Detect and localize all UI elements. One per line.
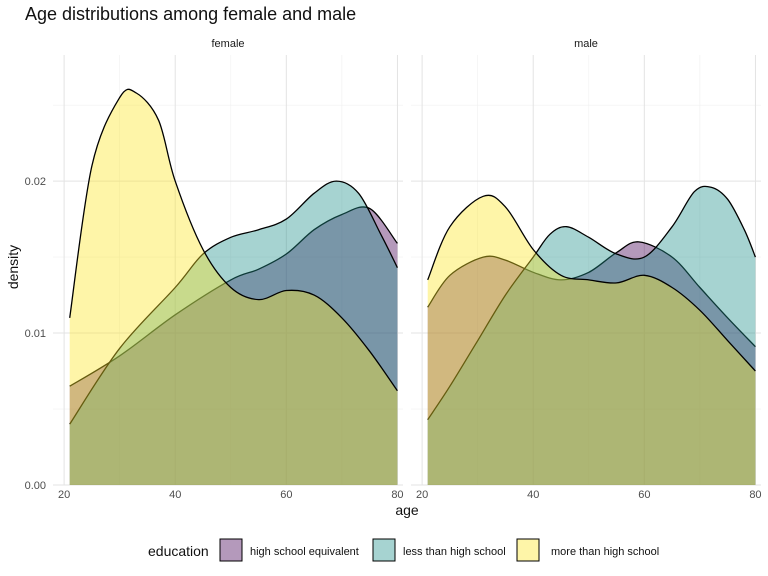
density-line-more-than-high-school <box>69 88 398 392</box>
x-tick-label: 40 <box>527 489 539 501</box>
density-line-less-than-high-school <box>427 185 757 421</box>
y-tick-label: 0.02 <box>25 176 46 188</box>
density-area-more-than-high-school <box>69 89 398 485</box>
density-area-more-than-high-school <box>427 195 756 485</box>
legend-label: high school equivalent <box>250 546 359 558</box>
strip-label: female <box>211 38 244 50</box>
legend-item-more-than-high-school: more than high school <box>516 538 659 562</box>
legend-item-less-than-high-school: less than high school <box>372 538 506 562</box>
legend-swatch <box>372 538 396 562</box>
density-area-less-than-high-school <box>427 186 756 485</box>
x-tick-label: 20 <box>58 489 70 501</box>
density-line-high-school-equivalent <box>427 241 756 348</box>
y-tick-label: 0.01 <box>25 328 46 340</box>
legend-item-high-school-equivalent: high school equivalent <box>219 538 359 562</box>
density-area-high-school-equivalent <box>69 206 398 485</box>
strip-label: male <box>574 38 598 50</box>
legend-label: less than high school <box>403 546 506 558</box>
legend: education high school equivalent less tha… <box>148 538 659 562</box>
density-line-less-than-high-school <box>69 180 398 425</box>
x-tick-label: 80 <box>391 489 403 501</box>
x-axis-title: age <box>395 502 419 518</box>
legend-label: more than high school <box>551 546 659 558</box>
y-tick-label: 0.00 <box>25 480 46 492</box>
density-line-more-than-high-school <box>427 194 756 372</box>
legend-swatch <box>219 538 243 562</box>
panel-male: male 20 40 60 80 <box>411 38 762 501</box>
x-tick-label: 80 <box>749 489 761 501</box>
legend-swatch <box>516 538 540 562</box>
chart-title: Age distributions among female and male <box>25 4 356 24</box>
density-area-less-than-high-school <box>69 181 398 485</box>
density-area-high-school-equivalent <box>427 241 756 485</box>
legend-title: education <box>148 543 209 559</box>
density-line-high-school-equivalent <box>69 206 398 387</box>
x-tick-label: 60 <box>638 489 650 501</box>
x-tick-label: 40 <box>169 489 181 501</box>
panel-female: female 20 40 60 80 0.00 0.01 0.02 <box>25 38 404 501</box>
x-tick-label: 60 <box>280 489 292 501</box>
x-tick-label: 20 <box>416 489 428 501</box>
y-axis-title: density <box>5 245 21 289</box>
